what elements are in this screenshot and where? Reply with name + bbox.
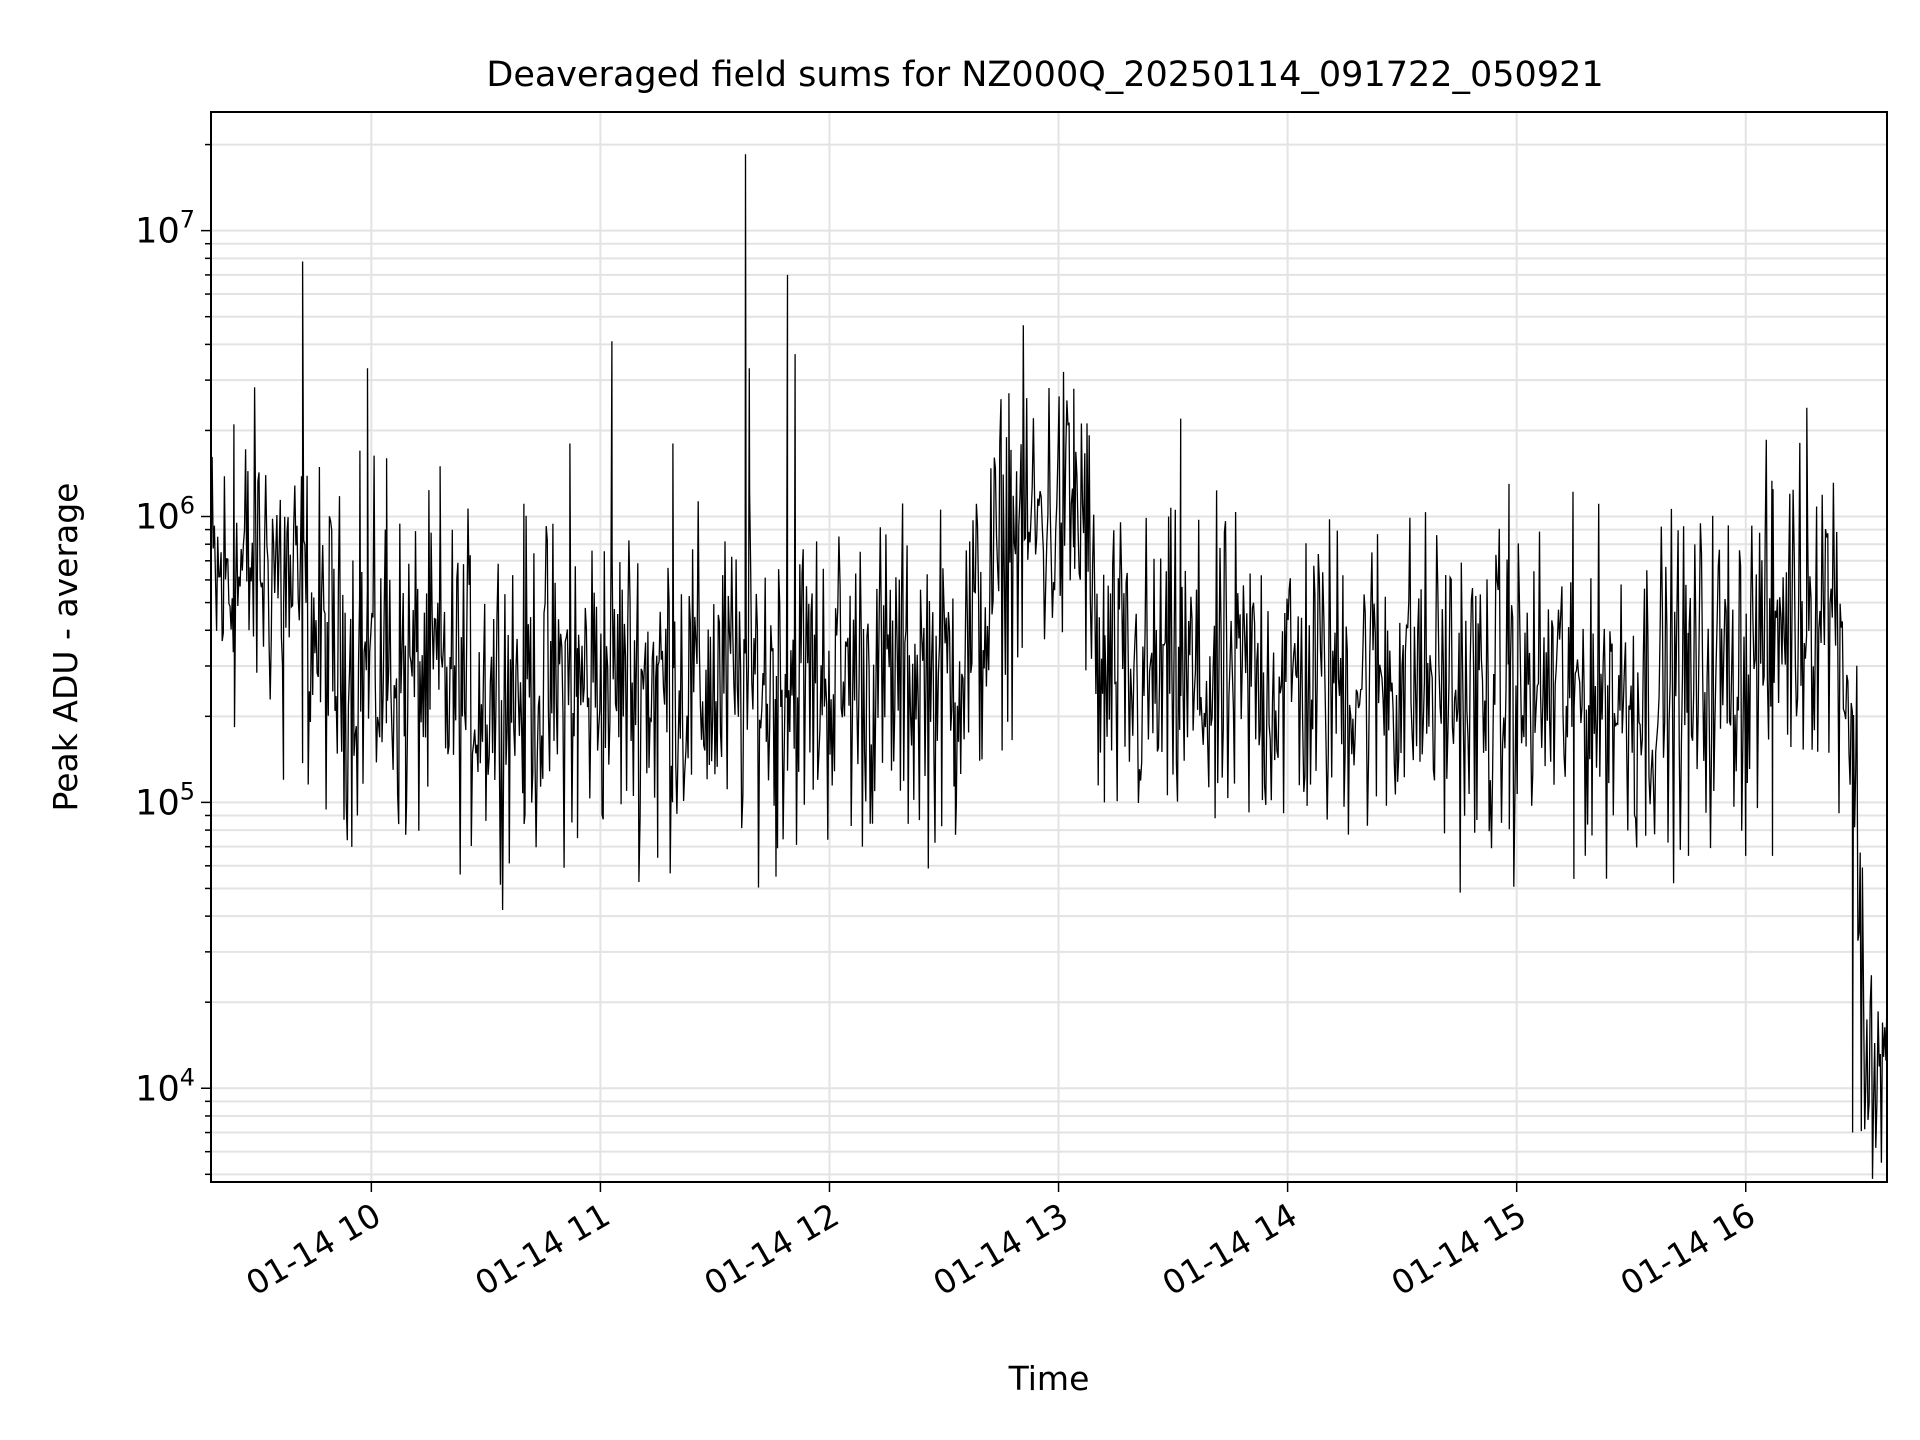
- plot-area: [211, 154, 1887, 1179]
- y-tick-label: 104: [135, 1063, 195, 1109]
- y-tick-label: 107: [135, 206, 195, 252]
- y-axis-label: Peak ADU - average: [46, 483, 85, 812]
- series-line: [211, 154, 1887, 1179]
- x-tick-label: 01-14 14: [1156, 1195, 1304, 1303]
- y-tick-label: 105: [135, 777, 195, 823]
- y-tick-label: 106: [135, 492, 195, 538]
- x-tick-label: 01-14 12: [697, 1195, 845, 1303]
- x-axis-label: Time: [1008, 1359, 1090, 1398]
- x-axis: 01-14 10 01-14 11 01-14 12 01-14 13 01-14 14…: [239, 1182, 1762, 1303]
- x-tick-label: 01-14 13: [927, 1195, 1075, 1303]
- chart-title: Deaveraged field sums for NZ000Q_2025011…: [486, 55, 1603, 95]
- x-tick-label: 01-14 15: [1385, 1195, 1533, 1303]
- x-tick-label: 01-14 16: [1614, 1195, 1762, 1303]
- x-tick-label: 01-14 10: [239, 1195, 387, 1303]
- y-axis: 104 105 106 107: [135, 143, 211, 1176]
- plot-frame: [210, 111, 1888, 1183]
- x-tick-label: 01-14 11: [468, 1195, 616, 1303]
